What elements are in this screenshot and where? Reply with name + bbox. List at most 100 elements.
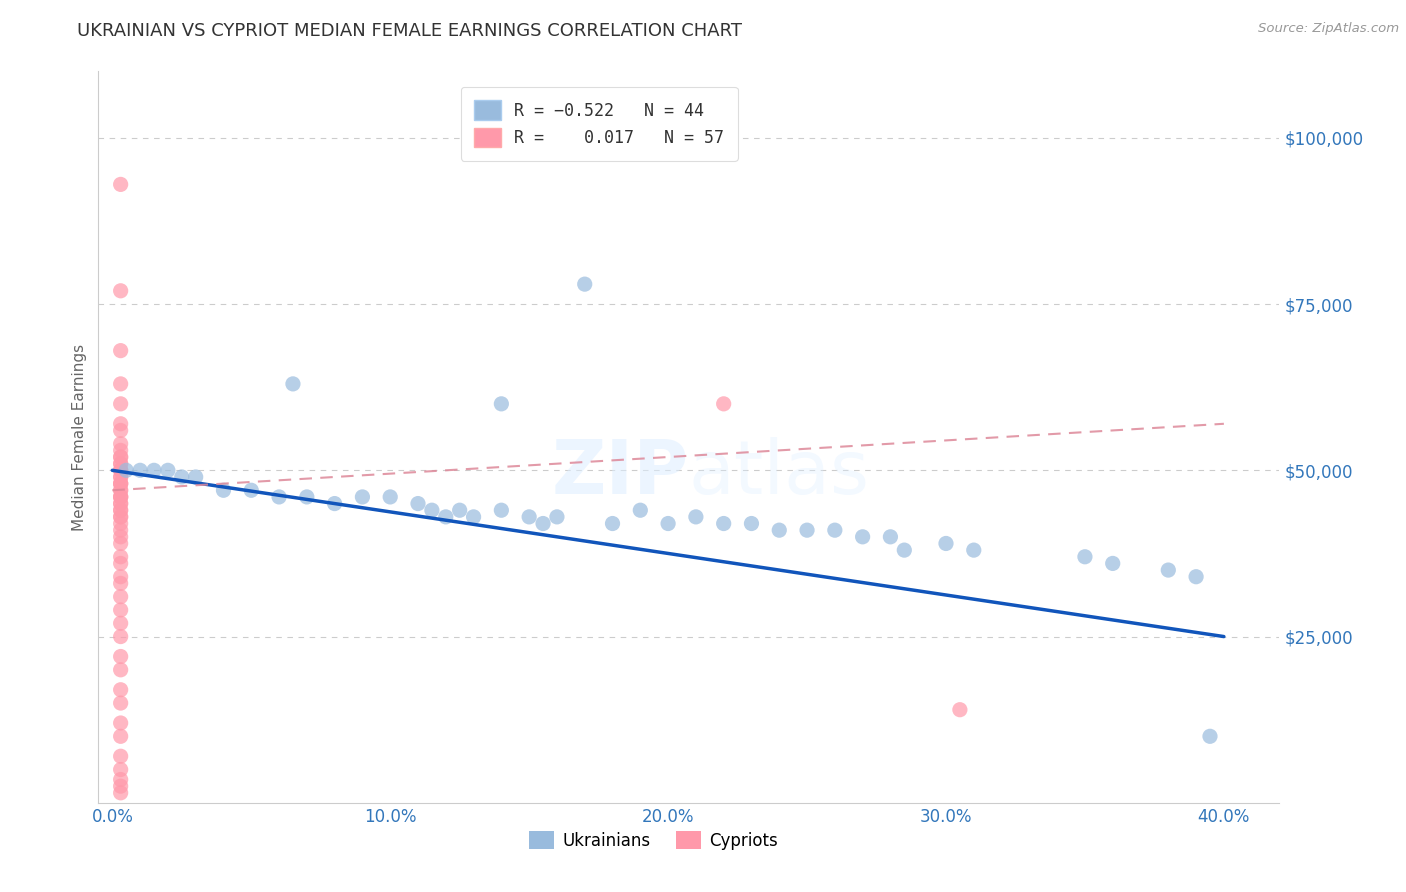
Point: [110, 749, 132, 764]
Point: [768, 523, 790, 537]
Point: [110, 530, 132, 544]
Point: [110, 463, 132, 477]
Point: [935, 536, 957, 550]
Point: [893, 543, 915, 558]
Point: [602, 516, 624, 531]
Point: [110, 476, 132, 491]
Point: [267, 490, 290, 504]
Point: [449, 503, 471, 517]
Point: [110, 490, 132, 504]
Point: [110, 603, 132, 617]
Point: [110, 616, 132, 631]
Point: [1101, 557, 1123, 571]
Point: [110, 516, 132, 531]
Point: [110, 497, 132, 511]
Point: [628, 503, 651, 517]
Point: [184, 470, 207, 484]
Point: [517, 509, 540, 524]
Point: [110, 536, 132, 550]
Point: [406, 497, 429, 511]
Point: [1199, 729, 1222, 743]
Point: [110, 457, 132, 471]
Point: [110, 178, 132, 192]
Point: [491, 397, 513, 411]
Text: Source: ZipAtlas.com: Source: ZipAtlas.com: [1258, 22, 1399, 36]
Point: [110, 663, 132, 677]
Point: [129, 463, 152, 477]
Point: [879, 530, 901, 544]
Point: [110, 417, 132, 431]
Point: [323, 497, 346, 511]
Point: [110, 509, 132, 524]
Point: [110, 716, 132, 731]
Text: atlas: atlas: [689, 437, 870, 510]
Point: [110, 696, 132, 710]
Point: [295, 490, 318, 504]
Point: [713, 397, 735, 411]
Point: [110, 470, 132, 484]
Text: UKRAINIAN VS CYPRIOT MEDIAN FEMALE EARNINGS CORRELATION CHART: UKRAINIAN VS CYPRIOT MEDIAN FEMALE EARNI…: [77, 22, 742, 40]
Point: [110, 649, 132, 664]
Point: [110, 503, 132, 517]
Legend: Ukrainians, Cypriots: Ukrainians, Cypriots: [523, 824, 785, 856]
Point: [1185, 570, 1208, 584]
Point: [963, 543, 986, 558]
Point: [110, 763, 132, 777]
Point: [657, 516, 679, 531]
Point: [949, 703, 972, 717]
Point: [110, 483, 132, 498]
Point: [110, 570, 132, 584]
Point: [1157, 563, 1180, 577]
Point: [1074, 549, 1097, 564]
Point: [110, 729, 132, 743]
Point: [574, 277, 596, 292]
Point: [110, 490, 132, 504]
Point: [110, 463, 132, 477]
Point: [110, 343, 132, 358]
Point: [110, 509, 132, 524]
Point: [110, 786, 132, 800]
Point: [110, 497, 132, 511]
Point: [110, 576, 132, 591]
Point: [546, 509, 568, 524]
Point: [110, 457, 132, 471]
Point: [463, 509, 485, 524]
Point: [110, 549, 132, 564]
Point: [713, 516, 735, 531]
Point: [110, 630, 132, 644]
Point: [110, 470, 132, 484]
Point: [170, 470, 193, 484]
Point: [685, 509, 707, 524]
Point: [143, 463, 166, 477]
Point: [110, 450, 132, 464]
Point: [491, 503, 513, 517]
Point: [281, 376, 304, 391]
Point: [740, 516, 762, 531]
Point: [352, 490, 374, 504]
Point: [110, 424, 132, 438]
Y-axis label: Median Female Earnings: Median Female Earnings: [72, 343, 87, 531]
Point: [115, 463, 138, 477]
Point: [380, 490, 402, 504]
Point: [110, 557, 132, 571]
Point: [110, 450, 132, 464]
Text: ZIP: ZIP: [551, 437, 689, 510]
Point: [156, 463, 179, 477]
Point: [240, 483, 263, 498]
Point: [824, 523, 846, 537]
Point: [110, 523, 132, 537]
Point: [796, 523, 818, 537]
Point: [110, 476, 132, 491]
Point: [110, 463, 132, 477]
Point: [110, 397, 132, 411]
Point: [420, 503, 443, 517]
Point: [110, 490, 132, 504]
Point: [110, 436, 132, 450]
Point: [110, 590, 132, 604]
Point: [110, 503, 132, 517]
Point: [110, 779, 132, 793]
Point: [212, 483, 235, 498]
Point: [434, 509, 457, 524]
Point: [852, 530, 875, 544]
Point: [110, 443, 132, 458]
